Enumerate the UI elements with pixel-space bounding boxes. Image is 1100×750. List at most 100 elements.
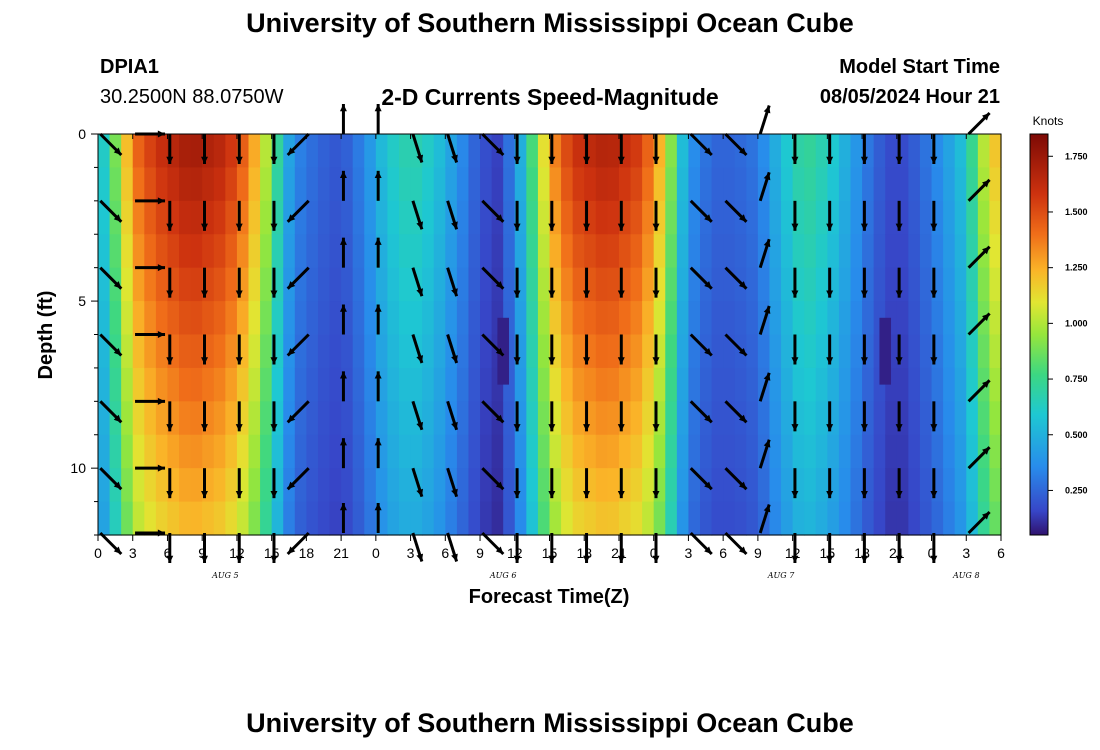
current-vector-head <box>339 104 347 112</box>
heatmap-cell <box>225 134 238 169</box>
heatmap-cell <box>202 167 215 202</box>
heatmap-cell <box>433 468 446 503</box>
current-vector-head <box>451 154 458 163</box>
current-vector-head <box>826 357 834 365</box>
heatmap-cell <box>480 501 493 536</box>
heatmap-cell <box>700 167 713 202</box>
heatmap-cell <box>190 167 203 202</box>
heatmap-cell <box>410 200 423 235</box>
heatmap-cell <box>155 501 169 536</box>
heatmap-cell <box>561 468 574 503</box>
heatmap-cell <box>329 501 342 536</box>
heatmap-cell <box>132 167 145 202</box>
heatmap-cell <box>271 367 284 402</box>
heatmap-cell <box>584 167 597 202</box>
heatmap-cell <box>630 234 643 269</box>
heatmap-cell <box>399 434 412 469</box>
heatmap-cell <box>954 501 967 536</box>
heatmap-cell <box>190 267 203 302</box>
heatmap-cell <box>885 134 898 169</box>
heatmap-cell <box>445 167 458 202</box>
current-vector-head <box>738 281 747 289</box>
current-vector-head <box>704 414 712 423</box>
heatmap-cell <box>769 468 782 503</box>
heatmap-cell <box>422 468 435 503</box>
heatmap-cell <box>422 367 435 402</box>
current-vector-head <box>513 156 521 164</box>
heatmap-cell <box>804 200 817 235</box>
heatmap-cell <box>387 434 400 469</box>
heatmap-cell <box>317 468 331 503</box>
heatmap-cell <box>399 167 412 202</box>
heatmap-cell <box>595 334 608 369</box>
heatmap-cell <box>746 134 759 169</box>
heatmap-cell <box>445 334 458 369</box>
heatmap-cell <box>387 401 400 436</box>
heatmap-cell <box>537 367 551 402</box>
heatmap-cell <box>954 301 967 336</box>
heatmap-cell <box>121 200 134 235</box>
current-vector-head <box>982 179 990 188</box>
heatmap-cell <box>781 267 794 302</box>
heatmap-cell <box>954 234 967 269</box>
heatmap-cell <box>688 501 701 536</box>
current-vector-head <box>270 156 278 164</box>
heatmap-cell <box>653 434 666 469</box>
colorbar-tick-label: 1.000 <box>1065 318 1088 328</box>
heatmap-cell <box>665 501 678 536</box>
current-vector-head <box>860 555 868 563</box>
heatmap-cell <box>954 367 967 402</box>
heatmap-cell <box>445 401 458 436</box>
heatmap-cell <box>503 267 516 302</box>
heatmap-cell <box>572 334 585 369</box>
current-vector-head <box>113 414 122 423</box>
current-vector-head <box>416 355 424 363</box>
heatmap-cell <box>213 334 226 369</box>
current-vector-head <box>339 371 347 379</box>
heatmap-cell <box>317 200 331 235</box>
heatmap-cell <box>132 234 145 269</box>
current-vector-head <box>416 553 424 562</box>
heatmap-cell <box>792 501 805 536</box>
heatmap-cell <box>908 301 921 336</box>
heatmap-cell <box>190 401 203 436</box>
heatmap-cell <box>387 301 400 336</box>
heatmap-cell <box>98 167 111 202</box>
heatmap-cell <box>827 234 840 269</box>
heatmap-cell <box>734 301 747 336</box>
heatmap-cell <box>190 434 203 469</box>
heatmap-cell <box>491 234 504 269</box>
heatmap-cell <box>179 167 192 202</box>
heatmap-cell <box>329 367 342 402</box>
current-vector-head <box>451 288 458 297</box>
heatmap-cell <box>838 134 852 169</box>
heatmap-cell <box>283 167 296 202</box>
current-vector-head <box>113 481 122 490</box>
heatmap-cell <box>132 468 145 503</box>
heatmap-cell <box>943 434 956 469</box>
heatmap-cell <box>781 334 794 369</box>
heatmap-cell <box>271 434 284 469</box>
heatmap-cell <box>317 334 331 369</box>
heatmap-cell <box>537 200 551 235</box>
heatmap-cell <box>121 434 134 469</box>
current-vector-head <box>548 156 556 164</box>
heatmap-cell <box>341 200 354 235</box>
heatmap-cell <box>885 434 898 469</box>
heatmap-cell <box>387 234 400 269</box>
current-vector-head <box>113 546 122 554</box>
chart-title: University of Southern Mississippi Ocean… <box>246 8 854 38</box>
heatmap-cell <box>838 267 852 302</box>
heatmap-cell <box>537 167 551 202</box>
x-tick-label: 21 <box>889 545 905 561</box>
current-vector-head <box>374 104 382 112</box>
heatmap-cell <box>283 367 296 402</box>
heatmap-cell <box>456 167 470 202</box>
heatmap-cell <box>306 234 319 269</box>
heatmap-cell <box>815 501 828 536</box>
heatmap-cell <box>352 301 365 336</box>
heatmap-cell <box>514 301 527 336</box>
heatmap-cell <box>433 334 446 369</box>
current-vector-head <box>583 290 591 298</box>
heatmap-cell <box>850 334 863 369</box>
